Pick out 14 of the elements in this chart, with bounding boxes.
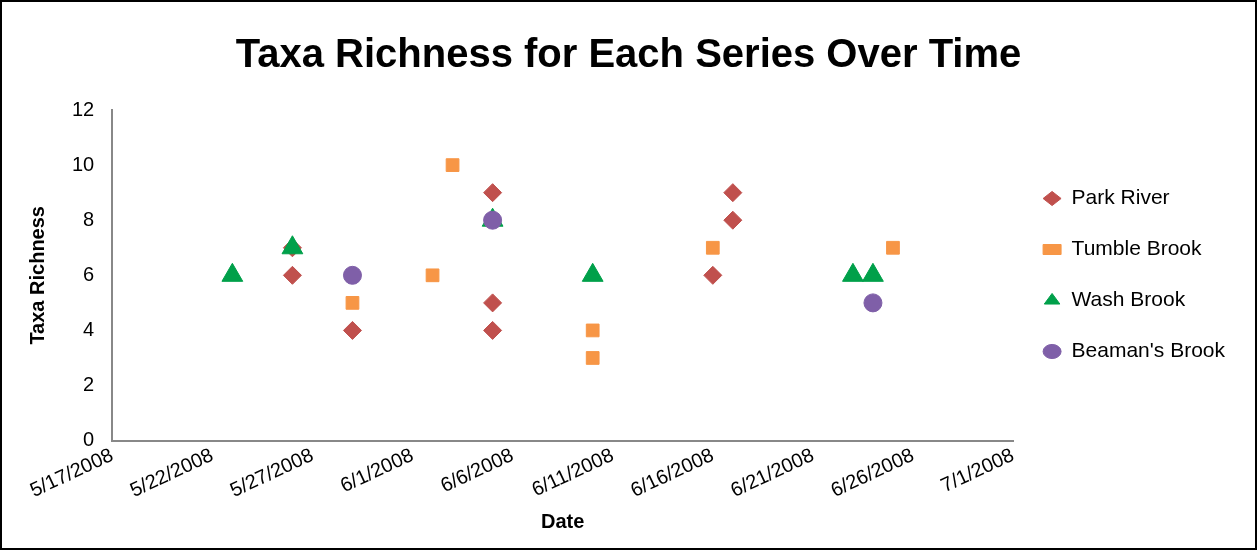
legend-label: Beaman's Brook [1071, 338, 1226, 362]
chart-title: Taxa Richness for Each Series Over Time [235, 31, 1022, 76]
y-axis-title: Taxa Richness [25, 206, 48, 345]
legend-label: Tumble Brook [1071, 236, 1203, 260]
y-tick-label: 10 [72, 152, 95, 175]
y-tick-label: 12 [72, 97, 95, 120]
x-axis-title: Date [540, 509, 585, 532]
y-tick-label: 8 [83, 207, 95, 230]
y-tick-label: 4 [83, 317, 95, 340]
y-tick-label: 6 [83, 262, 95, 285]
y-tick-label: 0 [83, 428, 95, 451]
legend-label: Wash Brook [1071, 287, 1186, 311]
legend-label: Park River [1071, 185, 1170, 209]
y-tick-label: 2 [83, 373, 95, 396]
